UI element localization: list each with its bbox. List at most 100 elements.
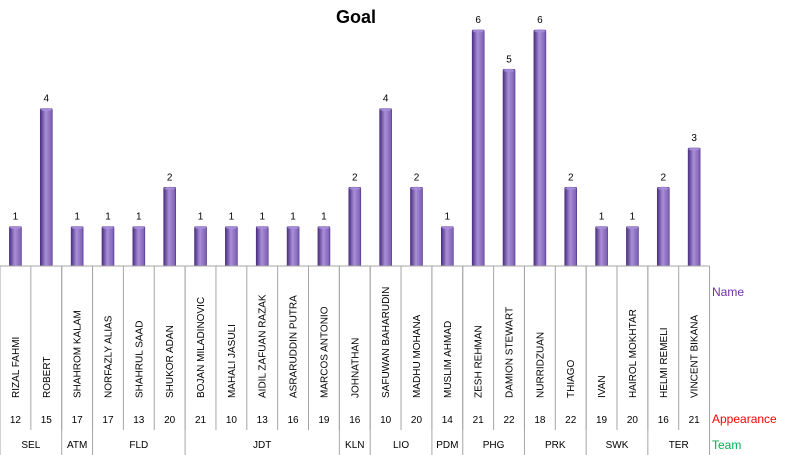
row-label-appearance: Appearance — [712, 412, 777, 426]
bars-group — [9, 29, 701, 267]
bar-cap-20 — [626, 226, 639, 230]
team-label-3: JDT — [253, 440, 271, 451]
name-label-16: DAMION STEWART — [505, 307, 516, 398]
bar-cap-22 — [688, 147, 700, 151]
appearance-label-8: 13 — [257, 415, 269, 426]
appearance-label-5: 20 — [164, 415, 176, 426]
name-label-7: MAHALI JASULI — [227, 324, 238, 398]
appearance-label-11: 16 — [349, 415, 361, 426]
bar-cap-2 — [71, 226, 83, 230]
bar-13 — [410, 187, 423, 267]
bar-cap-11 — [349, 186, 361, 190]
appearance-label-9: 16 — [288, 415, 300, 426]
name-label-11: JOHNATHAN — [350, 338, 361, 398]
name-label-2: SHAHROM KALAM — [73, 310, 84, 398]
name-label-18: THIAGO — [566, 359, 577, 398]
team-label-0: SEL — [21, 440, 40, 451]
data-label-0: 1 — [13, 212, 19, 223]
bar-18 — [564, 187, 578, 267]
data-label-4: 1 — [136, 212, 142, 223]
name-label-1: ROBERT — [42, 357, 53, 399]
team-label-2: FLD — [129, 440, 148, 451]
appearance-label-14: 14 — [442, 415, 454, 426]
name-label-6: BOJAN MILADINOVIC — [196, 297, 207, 398]
bar-cap-6 — [194, 226, 207, 230]
bar-cap-5 — [163, 186, 176, 190]
bar-8 — [255, 226, 269, 267]
bar-9 — [286, 226, 300, 267]
name-label-15: ZESH REHMAN — [474, 325, 485, 398]
bar-cap-9 — [287, 226, 299, 230]
data-label-8: 1 — [259, 212, 265, 223]
bar-14 — [441, 226, 454, 267]
name-label-21: HELMI REMELI — [659, 327, 670, 398]
bar-cap-1 — [40, 108, 52, 112]
bar-11 — [348, 187, 362, 267]
bar-21 — [656, 187, 670, 267]
name-label-0: RIZAL FAHMI — [11, 337, 22, 398]
data-label-3: 1 — [105, 212, 111, 223]
data-label-10: 1 — [321, 212, 327, 223]
bar-15 — [471, 29, 485, 267]
name-label-4: SHAHRUL SAAD — [134, 321, 145, 398]
bar-cap-7 — [225, 226, 238, 230]
name-label-20: HAIROL MOKHTAR — [628, 309, 639, 398]
appearance-label-10: 19 — [318, 415, 330, 426]
name-label-10: MARCOS ANTONIO — [319, 306, 330, 398]
bar-cap-19 — [595, 226, 608, 230]
bar-cap-8 — [256, 226, 268, 230]
bar-7 — [225, 226, 238, 267]
name-label-19: IVAN — [597, 375, 608, 398]
team-label-8: PRK — [545, 440, 566, 451]
bar-cap-15 — [472, 29, 484, 33]
bar-cap-17 — [534, 29, 546, 33]
appearance-label-16: 22 — [503, 415, 515, 426]
name-label-5: SHUKOR ADAN — [165, 325, 176, 398]
team-label-10: TER — [669, 440, 689, 451]
name-label-3: NORFAZLY ALIAS — [103, 315, 114, 398]
bar-3 — [101, 226, 115, 267]
bar-22 — [687, 147, 701, 267]
data-label-13: 2 — [414, 172, 420, 183]
team-label-9: SWK — [606, 440, 629, 451]
data-label-2: 1 — [74, 212, 80, 223]
team-label-7: PHG — [483, 440, 505, 451]
appearance-label-6: 21 — [195, 415, 207, 426]
appearance-label-22: 21 — [689, 415, 701, 426]
bar-cap-12 — [379, 108, 392, 112]
appearance-label-0: 12 — [10, 415, 22, 426]
appearance-label-21: 16 — [658, 415, 670, 426]
appearance-label-17: 18 — [534, 415, 546, 426]
data-label-11: 2 — [352, 172, 358, 183]
name-label-9: ASRARUDDIN PUTRA — [289, 295, 300, 398]
appearance-label-15: 21 — [473, 415, 485, 426]
bar-12 — [379, 108, 392, 267]
bar-6 — [194, 226, 207, 267]
appearance-label-12: 10 — [380, 415, 392, 426]
appearance-label-13: 20 — [411, 415, 423, 426]
team-label-1: ATM — [67, 440, 87, 451]
appearance-label-20: 20 — [627, 415, 639, 426]
appearance-label-3: 17 — [102, 415, 114, 426]
bar-cap-21 — [657, 186, 669, 190]
bar-cap-14 — [441, 226, 454, 230]
data-label-20: 1 — [630, 212, 636, 223]
data-label-14: 1 — [445, 212, 451, 223]
data-label-19: 1 — [599, 212, 605, 223]
name-label-17: NURRIDZUAN — [535, 332, 546, 398]
bar-cap-18 — [565, 186, 577, 190]
data-label-7: 1 — [229, 212, 235, 223]
bar-cap-13 — [410, 186, 423, 190]
data-label-1: 4 — [43, 94, 49, 105]
appearance-label-2: 17 — [72, 415, 84, 426]
appearance-label-7: 10 — [226, 415, 238, 426]
row-label-team: Team — [712, 438, 741, 452]
bar-4 — [132, 226, 146, 267]
name-label-22: VINCENT BIKANA — [690, 315, 701, 398]
team-label-6: PDM — [436, 440, 458, 451]
category-grid — [0, 265, 711, 455]
data-label-16: 5 — [506, 54, 512, 65]
bar-cap-0 — [9, 226, 22, 230]
